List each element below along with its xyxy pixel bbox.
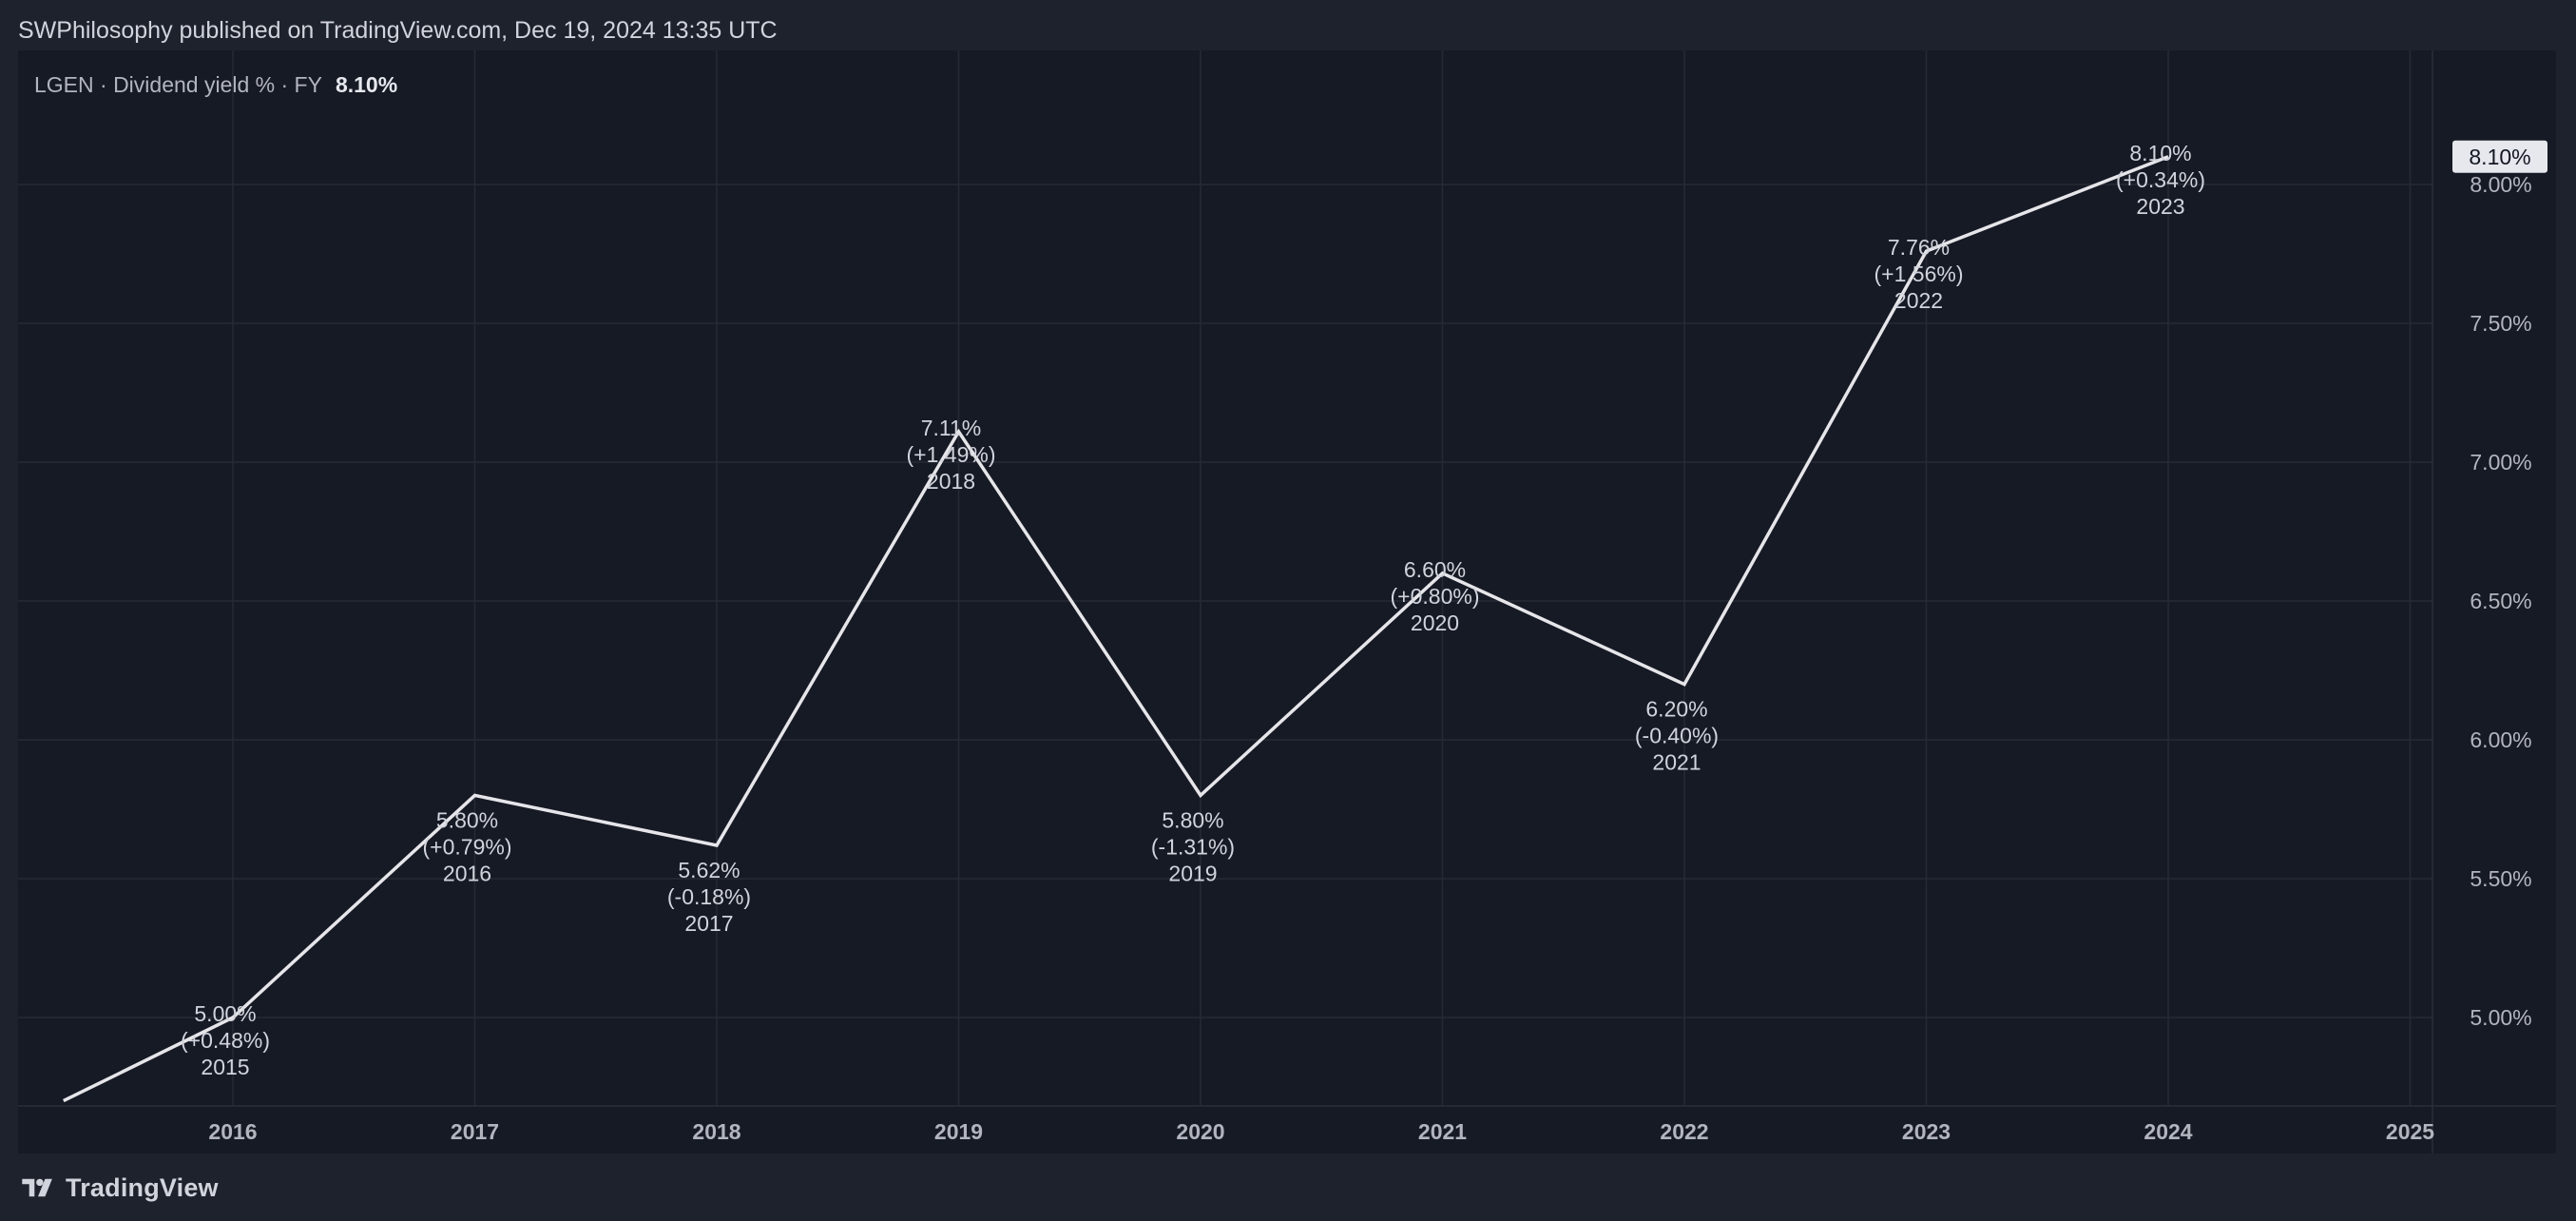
data-label: (+0.48%) — [181, 1028, 270, 1053]
x-tick-label: 2017 — [451, 1119, 499, 1144]
x-tick-label: 2020 — [1176, 1119, 1224, 1144]
data-label: 5.00% — [194, 1001, 256, 1026]
data-label: (+0.34%) — [2116, 167, 2205, 192]
last-value-badge-text: 8.10% — [2469, 145, 2530, 169]
data-label: 6.60% — [1404, 557, 1466, 582]
data-label: 2023 — [2136, 194, 2184, 219]
y-tick-label: 6.50% — [2470, 589, 2531, 613]
last-value-badge[interactable] — [2452, 140, 2547, 173]
data-label: 8.10% — [2129, 141, 2191, 165]
y-tick-label: 8.00% — [2470, 172, 2531, 197]
data-label: (-0.40%) — [1635, 724, 1719, 748]
x-tick-label: 2016 — [208, 1119, 257, 1144]
data-label: 7.76% — [1888, 235, 1950, 260]
data-label: 2021 — [1652, 750, 1701, 775]
data-label: 2018 — [927, 469, 975, 494]
x-tick-label: 2021 — [1418, 1119, 1467, 1144]
x-tick-label: 2018 — [692, 1119, 740, 1144]
data-label: 5.80% — [436, 807, 498, 832]
data-label: 5.62% — [678, 858, 740, 882]
data-label: (+1.49%) — [907, 442, 996, 467]
x-tick-label: 2023 — [1902, 1119, 1951, 1144]
x-tick-label: 2022 — [1660, 1119, 1708, 1144]
series-legend-value: 8.10% — [336, 72, 397, 97]
tradingview-brand[interactable]: TradingView — [66, 1173, 219, 1202]
y-tick-label: 6.00% — [2470, 727, 2531, 752]
data-label: 5.80% — [1162, 807, 1223, 832]
x-tick-label: 2025 — [2386, 1119, 2434, 1144]
data-label: (+1.56%) — [1874, 262, 1964, 286]
data-label: 6.20% — [1645, 697, 1707, 722]
data-label: (-1.31%) — [1151, 834, 1235, 859]
y-tick-label: 7.00% — [2470, 450, 2531, 475]
data-label: 2019 — [1168, 861, 1217, 885]
y-tick-label: 5.50% — [2470, 866, 2531, 891]
data-label: 2022 — [1894, 288, 1943, 313]
series-legend[interactable]: LGEN · Dividend yield % · FY — [34, 72, 322, 97]
data-label: 2017 — [684, 911, 733, 936]
x-tick-label: 2019 — [934, 1119, 983, 1144]
data-label: (+0.79%) — [423, 834, 512, 859]
data-label: (-0.18%) — [667, 884, 751, 909]
published-header: SWPhilosophy published on TradingView.co… — [18, 17, 778, 44]
y-tick-label: 7.50% — [2470, 311, 2531, 336]
data-label: (+0.80%) — [1391, 584, 1480, 609]
footer: TradingView — [18, 1172, 219, 1204]
x-tick-label: 2024 — [2143, 1119, 2192, 1144]
tradingview-logo-icon[interactable] — [18, 1175, 58, 1200]
data-label: 2016 — [443, 861, 491, 885]
data-label: 2015 — [201, 1055, 249, 1079]
data-label: 7.11% — [921, 416, 982, 440]
data-label: 2020 — [1411, 610, 1459, 635]
series-line[interactable] — [63, 155, 2169, 1103]
y-tick-label: 5.00% — [2470, 1005, 2531, 1030]
chart-pane[interactable]: 5.00% (+0.48%) 2015 5.80% (+0.79%) 2016 5.62%(… — [18, 50, 2556, 1153]
